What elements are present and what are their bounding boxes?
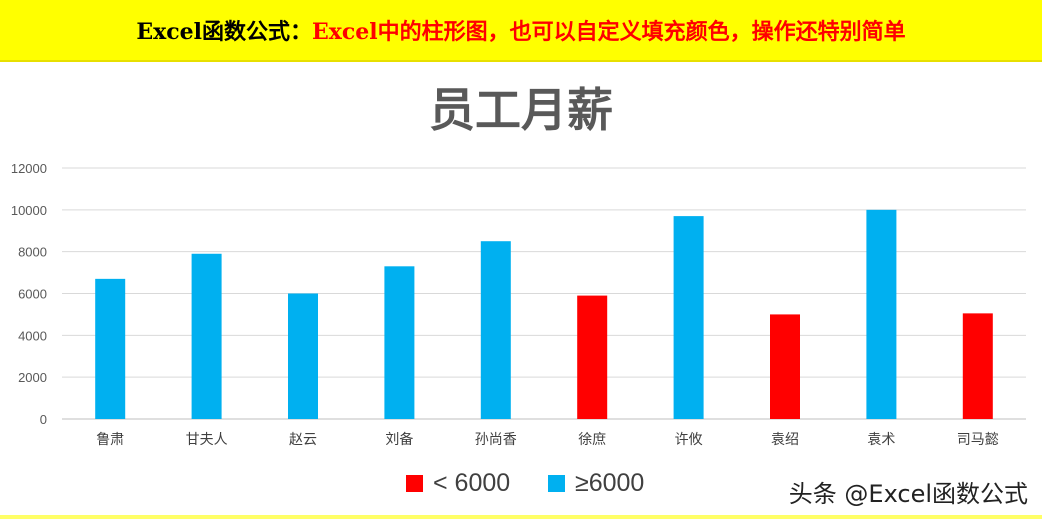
bar xyxy=(866,209,897,419)
bar xyxy=(673,216,704,419)
y-tick-label: 6000 xyxy=(18,287,47,302)
x-tick-label: 袁术 xyxy=(867,432,895,448)
x-axis-labels: 鲁肃 甘夫人 赵云 刘备 孙尚香 徐庶 许攸 袁绍 袁术 司马懿 xyxy=(96,431,999,448)
y-tick-label: 10000 xyxy=(11,203,47,218)
y-tick-label: 12000 xyxy=(11,161,47,176)
legend-swatch xyxy=(548,475,565,492)
bar xyxy=(480,241,511,419)
legend-swatch xyxy=(406,475,423,492)
y-axis-ticks: 0 2000 4000 6000 8000 10000 12000 xyxy=(11,161,47,427)
x-tick-label: 刘备 xyxy=(385,431,413,448)
legend-label: ≥6000 xyxy=(575,469,644,497)
x-tick-label: 徐庶 xyxy=(578,432,606,448)
bar xyxy=(384,266,415,419)
x-tick-label: 司马懿 xyxy=(957,432,999,448)
y-tick-label: 2000 xyxy=(18,370,47,385)
bar xyxy=(191,253,222,419)
watermark-text: 头条 @Excel函数公式 xyxy=(788,480,1028,508)
title-banner: Excel函数公式： Excel中的柱形图，也可以自定义填充颜色，操作还特别简单 xyxy=(0,0,1042,62)
bar xyxy=(770,314,800,419)
chart-title: 员工月薪 xyxy=(429,83,613,137)
x-tick-label: 赵云 xyxy=(289,432,317,448)
bar xyxy=(95,278,126,419)
gridlines xyxy=(62,167,1026,420)
legend: < 6000 ≥6000 xyxy=(406,469,644,497)
bar xyxy=(288,293,318,419)
y-tick-label: 8000 xyxy=(18,245,47,260)
bars xyxy=(95,209,993,419)
salary-bar-chart: 员工月薪 0 2000 4000 6000 8000 10000 12000 鲁肃 甘夫人 赵云… xyxy=(11,83,1026,497)
legend-label: < 6000 xyxy=(433,469,510,497)
bar xyxy=(577,295,608,419)
y-tick-label: 0 xyxy=(40,412,47,427)
x-tick-label: 袁绍 xyxy=(771,432,799,448)
x-tick-label: 孙尚香 xyxy=(475,432,517,448)
x-tick-label: 许攸 xyxy=(675,432,703,448)
bottom-strip xyxy=(0,515,1042,519)
x-tick-label: 甘夫人 xyxy=(186,432,228,448)
bar xyxy=(962,313,993,419)
banner-headline-text: Excel中的柱形图，也可以自定义填充颜色，操作还特别简单 xyxy=(312,19,906,45)
banner-lead-text: Excel函数公式： xyxy=(136,19,312,45)
y-tick-label: 4000 xyxy=(18,328,47,343)
x-tick-label: 鲁肃 xyxy=(96,432,124,448)
